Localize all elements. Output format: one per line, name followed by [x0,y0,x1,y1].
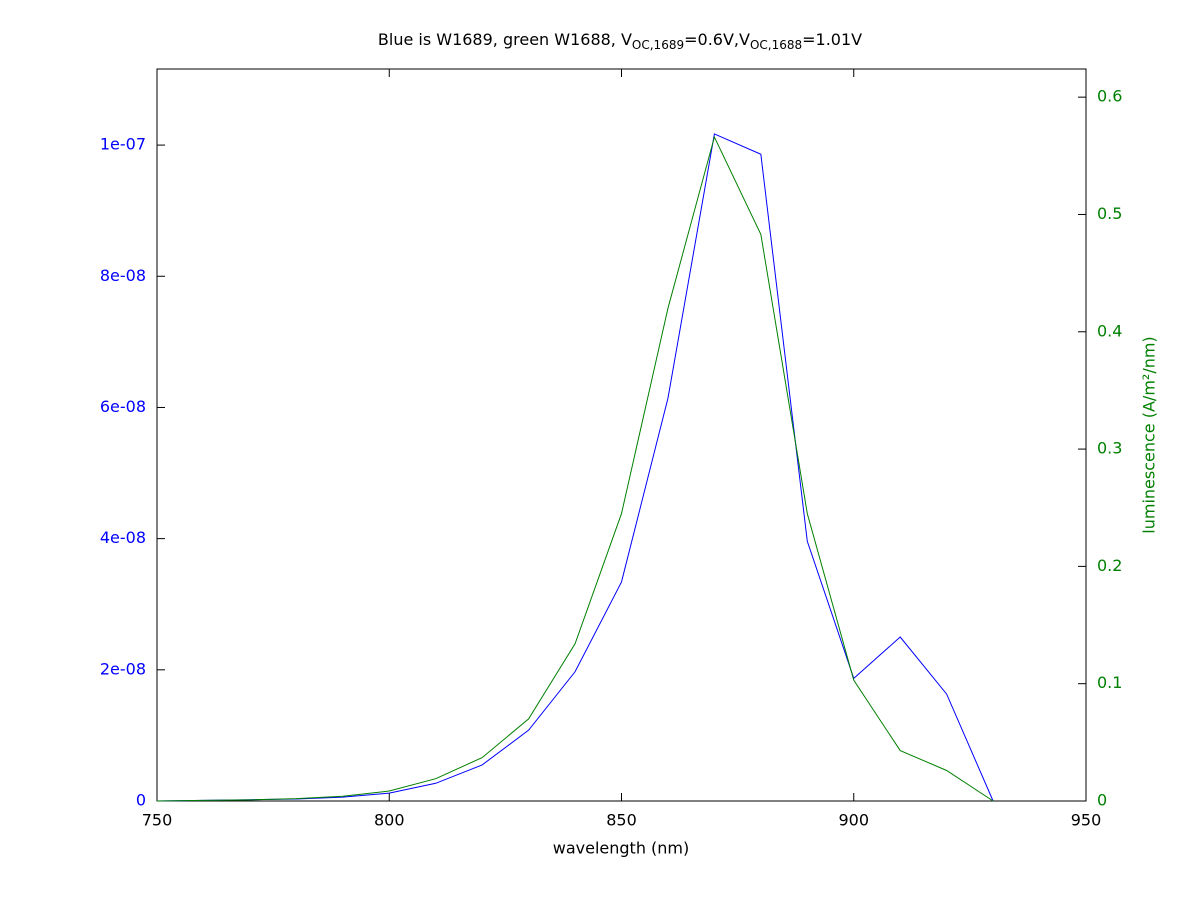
y2-tick-label: 0.6 [1097,87,1122,106]
chart-title: Blue is W1689, green W1688, VOC,1689=0.6… [378,30,862,52]
y-tick-label: 1e-07 [100,135,146,154]
y-tick-label: 2e-08 [100,659,146,678]
y-tick-label: 8e-08 [100,266,146,285]
x-tick-label: 950 [1071,811,1102,830]
x-axis-label: wavelength (nm) [553,839,690,858]
y2-tick-label: 0.3 [1097,439,1122,458]
x-tick-label: 800 [374,811,405,830]
y2-tick-label: 0.1 [1097,673,1122,692]
y2-tick-label: 0 [1097,791,1107,810]
y-tick-label: 4e-08 [100,528,146,547]
x-tick-label: 850 [606,811,637,830]
y2-tick-label: 0.4 [1097,321,1122,340]
x-tick-label: 900 [838,811,869,830]
y2-tick-label: 0.5 [1097,204,1122,223]
y-tick-label: 6e-08 [100,397,146,416]
title-part: =1.01V [802,30,862,49]
title-part: Blue is W1689, green W1688, V [378,30,632,49]
series-line [156,135,994,802]
title-sub: OC,1688 [750,38,802,52]
plot-frame [156,68,1087,802]
y2-tick-label: 0.2 [1097,556,1122,575]
title-sub: OC,1689 [632,38,684,52]
y2-axis-label: luminescence (A/m²/nm) [1140,336,1159,533]
title-part: =0.6V,V [684,30,750,49]
x-tick-label: 750 [142,811,173,830]
y-tick-label: 0 [136,791,146,810]
